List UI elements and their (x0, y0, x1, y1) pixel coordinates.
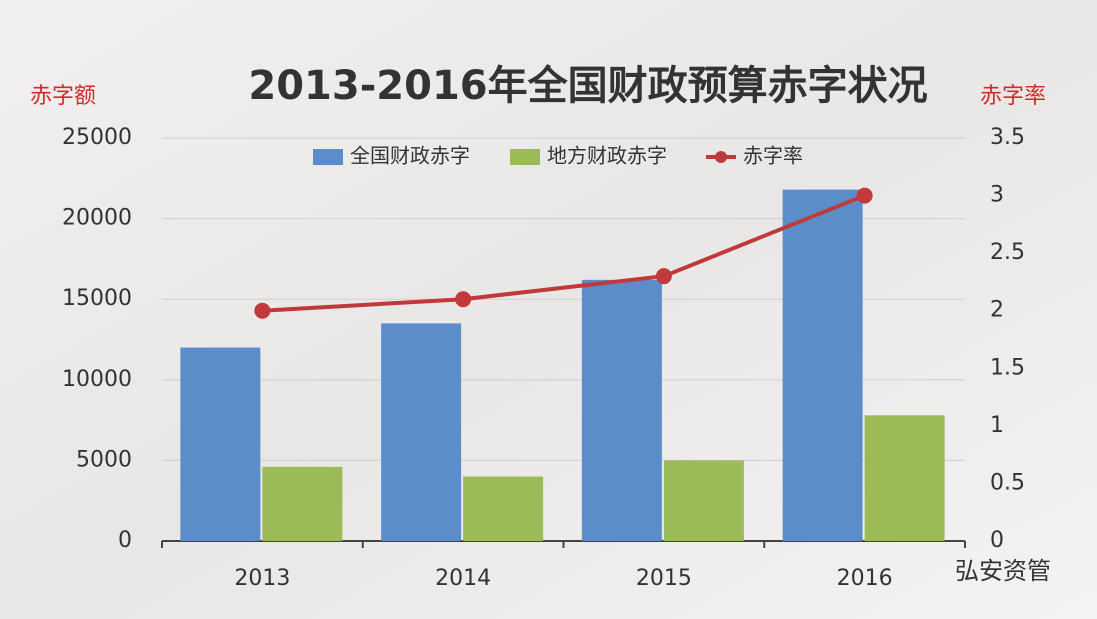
y2-tick-label: 0 (990, 528, 1004, 553)
legend-swatch (715, 151, 727, 163)
x-tick-label: 2015 (636, 566, 692, 591)
y2-tick-label: 1 (990, 413, 1004, 438)
bar (864, 415, 945, 541)
x-tick-label: 2013 (234, 566, 290, 591)
bar (381, 323, 462, 541)
watermark: 弘安资管 (955, 557, 1051, 585)
bar (262, 466, 343, 541)
y-tick-label: 10000 (62, 367, 132, 392)
bar (463, 476, 544, 541)
x-tick-label: 2014 (435, 566, 491, 591)
line-marker (856, 187, 873, 204)
legend-label: 全国财政赤字 (350, 144, 470, 168)
y-tick-label: 15000 (62, 286, 132, 311)
legend-label: 赤字率 (743, 144, 803, 168)
y-tick-label: 0 (118, 528, 132, 553)
y2-tick-label: 2.5 (990, 240, 1025, 265)
line-marker (254, 302, 271, 319)
line-marker (655, 268, 672, 285)
bar (663, 460, 744, 541)
y-axis-label: 赤字额 (30, 84, 96, 109)
legend-label: 地方财政赤字 (547, 144, 667, 168)
y-tick-label: 5000 (76, 447, 132, 472)
y-tick-label: 20000 (62, 206, 132, 231)
y2-axis-label: 赤字率 (980, 84, 1046, 109)
chart-title: 2013-2016年全国财政预算赤字状况 (248, 63, 927, 109)
line-marker (455, 291, 472, 308)
legend-swatch (313, 149, 343, 165)
bar (581, 279, 662, 541)
bar (782, 189, 863, 542)
bar (180, 347, 261, 541)
y2-tick-label: 1.5 (990, 355, 1025, 380)
line (262, 193, 866, 313)
y-tick-label: 25000 (62, 125, 132, 150)
legend-swatch (510, 149, 540, 165)
y2-tick-label: 3.5 (990, 125, 1025, 150)
x-tick-label: 2016 (837, 566, 893, 591)
y2-tick-label: 3 (990, 183, 1004, 208)
y2-tick-label: 0.5 (990, 470, 1025, 495)
y2-tick-label: 2 (990, 298, 1004, 323)
